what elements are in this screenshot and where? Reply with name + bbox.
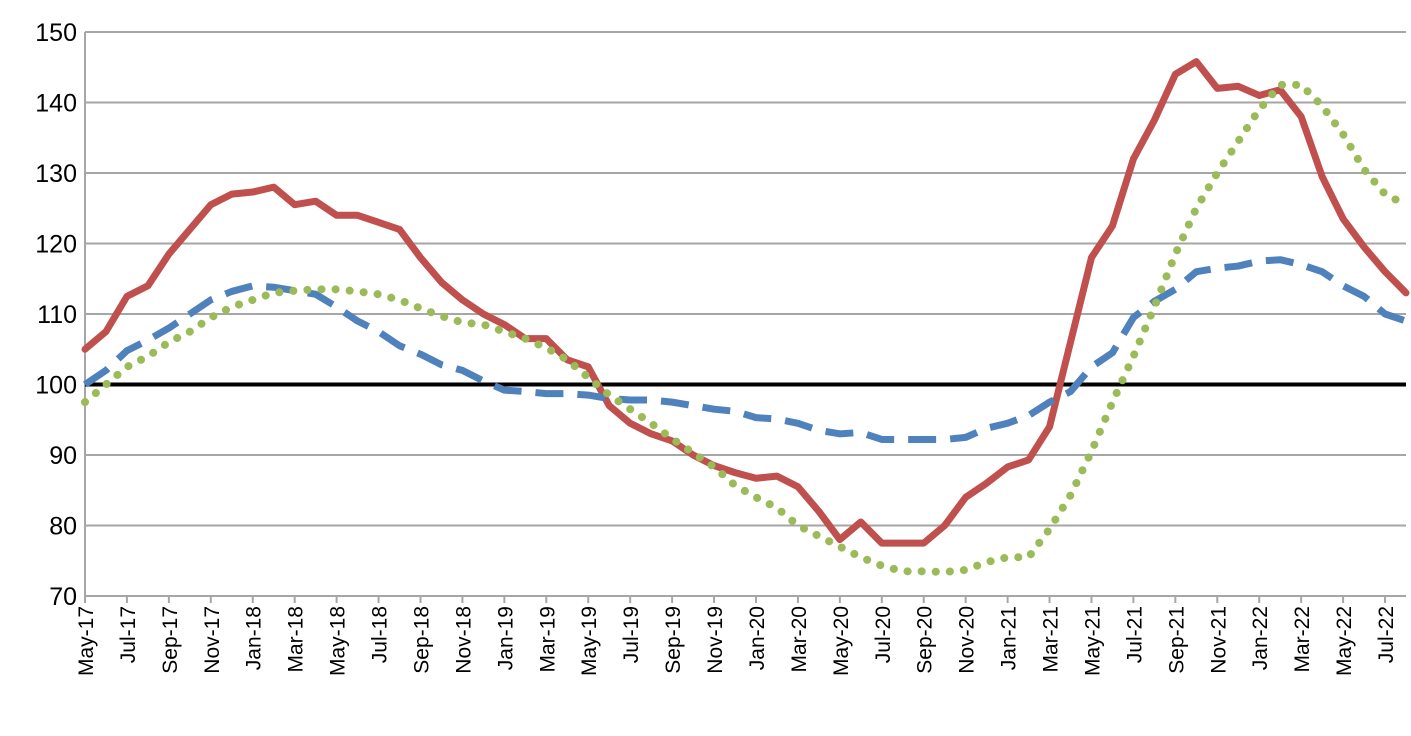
- x-tick-label: Nov-20: [956, 606, 979, 674]
- x-tick-label: Mar-20: [788, 606, 811, 673]
- y-tick-label: 70: [49, 583, 77, 611]
- y-tick-label: 140: [35, 90, 77, 118]
- x-tick-label: Nov-18: [452, 606, 475, 674]
- x-tick-label: Nov-19: [704, 606, 727, 674]
- x-tick-label: May-18: [327, 606, 350, 676]
- x-tick-label: Jul-19: [620, 606, 643, 663]
- x-tick-label: Mar-18: [285, 606, 308, 673]
- x-tick-label: Jul-21: [1123, 606, 1146, 663]
- x-tick-label: May-21: [1081, 606, 1104, 676]
- y-tick-label: 150: [35, 19, 77, 47]
- x-tick-label: Sep-21: [1165, 606, 1188, 674]
- x-tick-label: Mar-22: [1291, 606, 1314, 673]
- x-tick-label: Nov-17: [201, 606, 224, 674]
- x-tick-label: Jul-22: [1375, 606, 1398, 663]
- y-tick-label: 90: [49, 442, 77, 470]
- x-tick-label: Jan-20: [746, 606, 769, 670]
- y-tick-label: 100: [35, 372, 77, 400]
- x-tick-label: May-19: [578, 606, 601, 676]
- x-tick-label: Mar-19: [536, 606, 559, 673]
- x-tick-label: Sep-17: [159, 606, 182, 674]
- x-tick-label: Jan-19: [494, 606, 517, 670]
- series-line: [81, 58, 1410, 547]
- x-tick-label: Sep-18: [410, 606, 433, 674]
- x-tick-label: Sep-20: [914, 606, 937, 674]
- x-tick-label: Sep-19: [662, 606, 685, 674]
- y-tick-label: 80: [49, 513, 77, 541]
- y-tick-label: 110: [37, 301, 77, 329]
- x-tick-label: Jul-20: [872, 606, 895, 663]
- series-line: [83, 256, 1408, 443]
- x-tick-label: Jan-21: [998, 606, 1021, 670]
- x-tick-label: Mar-21: [1040, 606, 1063, 673]
- x-tick-label: Jul-18: [369, 606, 392, 663]
- y-tick-label: 130: [35, 160, 77, 188]
- x-tick-label: May-22: [1333, 606, 1356, 676]
- series-line: [81, 80, 1410, 577]
- x-tick-label: May-20: [830, 606, 853, 676]
- y-tick-label: 120: [35, 231, 77, 259]
- x-tick-label: Jul-17: [117, 606, 140, 663]
- x-tick-label: Jan-22: [1249, 606, 1272, 670]
- x-tick-label: Jan-18: [243, 606, 266, 670]
- x-tick-label: Nov-21: [1207, 606, 1230, 674]
- x-tick-label: May-17: [75, 606, 98, 676]
